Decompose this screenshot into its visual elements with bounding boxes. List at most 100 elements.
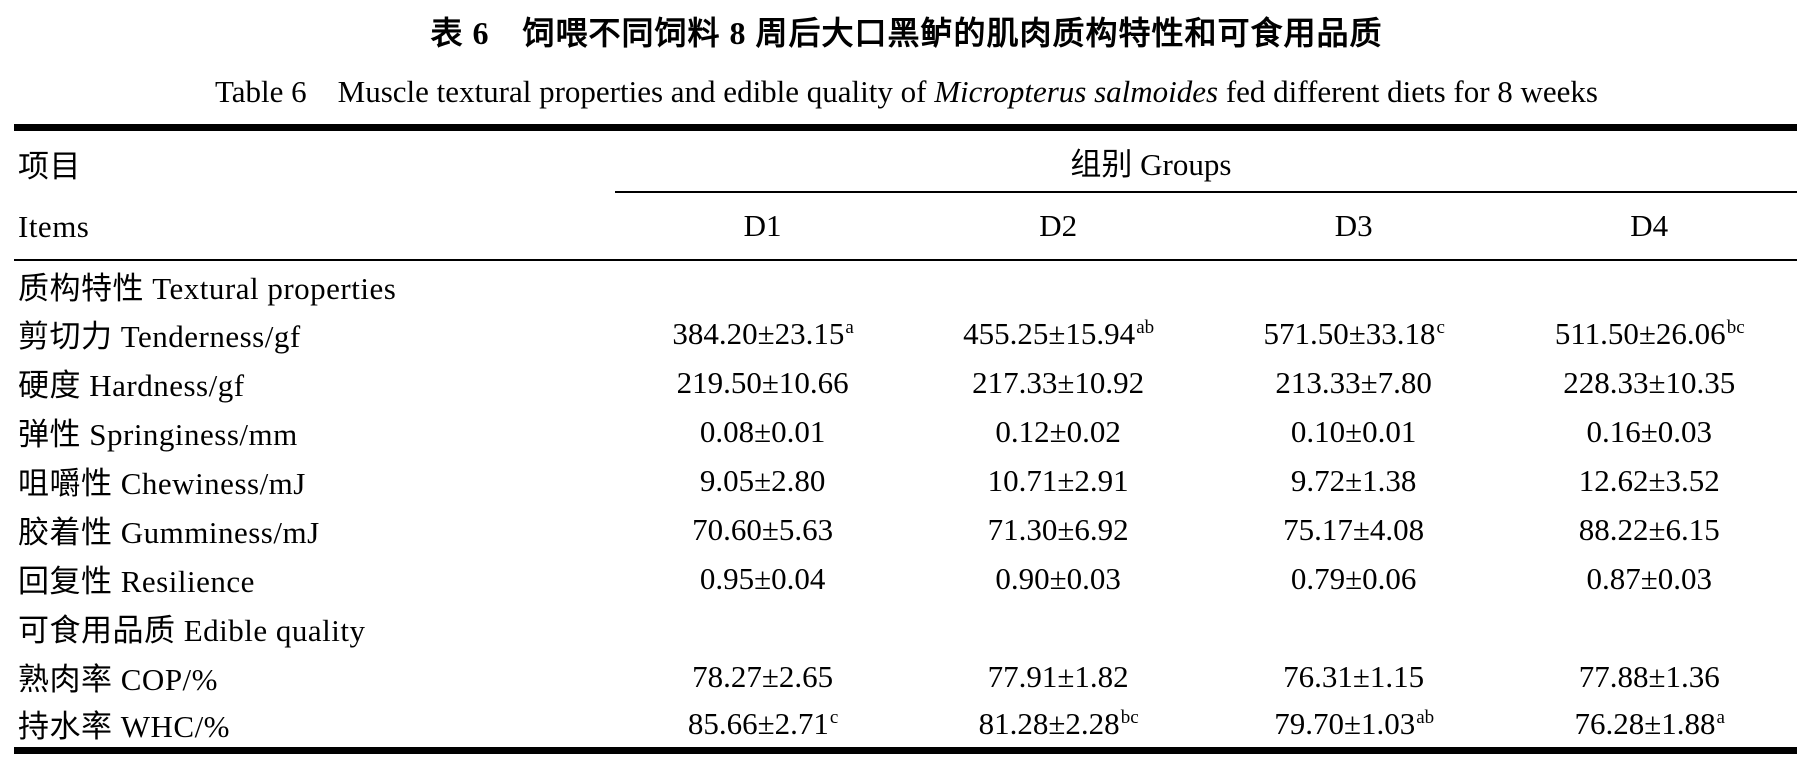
table-row-resilience: 回复性 Resilience 0.95±0.04 0.90±0.03 0.79±…: [14, 554, 1797, 603]
column-header-d1: D1: [614, 192, 911, 261]
value-cell: 217.33±10.92: [910, 358, 1206, 407]
empty-cell: [615, 260, 911, 309]
column-header-d4: D4: [1501, 192, 1797, 261]
value-cell: 79.70±1.03ab: [1206, 701, 1502, 750]
value-text: 88.22±6.15: [1578, 511, 1720, 547]
value-cell: 12.62±3.52: [1501, 456, 1797, 505]
value-text: 76.31±1.15: [1283, 658, 1425, 694]
table-body: 质构特性 Textural properties 剪切力 Tenderness/…: [14, 260, 1797, 750]
value-text: 217.33±10.92: [972, 364, 1145, 400]
table-row-hardness: 硬度 Hardness/gf 219.50±10.66 217.33±10.92…: [14, 358, 1797, 407]
row-label: 硬度 Hardness/gf: [18, 368, 245, 403]
value-cell: 0.95±0.04: [615, 554, 911, 603]
value-cell: 0.87±0.03: [1501, 554, 1797, 603]
row-label: 剪切力 Tenderness/gf: [18, 319, 301, 354]
header-row-diets: D1 D2 D3 D4: [14, 192, 1797, 261]
significance-superscript: c: [1436, 317, 1445, 339]
value-cell: 75.17±4.08: [1206, 505, 1502, 554]
value-text: 77.91±1.82: [987, 658, 1129, 694]
value-text: 81.28±2.28: [978, 705, 1120, 741]
empty-cell: [1206, 260, 1502, 309]
value-text: 0.12±0.02: [995, 413, 1121, 449]
value-text: 0.16±0.03: [1586, 413, 1712, 449]
value-text: 78.27±2.65: [692, 658, 834, 694]
empty-cell: [910, 603, 1206, 652]
value-cell: 85.66±2.71c: [615, 701, 911, 750]
row-label: 咀嚼性 Chewiness/mJ: [18, 466, 306, 501]
section-label: 可食用品质 Edible quality: [18, 613, 366, 648]
value-text: 0.79±0.06: [1290, 560, 1417, 596]
empty-cell: [910, 260, 1206, 309]
row-label: 持水率 WHC/%: [18, 709, 231, 745]
value-text: 0.08±0.01: [699, 413, 826, 449]
value-cell: 78.27±2.65: [615, 652, 911, 701]
column-header-d2: D2: [910, 192, 1206, 261]
table-row-springiness: 弹性 Springiness/mm 0.08±0.01 0.12±0.02 0.…: [14, 407, 1797, 456]
value-cell: 88.22±6.15: [1501, 505, 1797, 554]
significance-superscript: bc: [1726, 317, 1745, 339]
value-cell: 0.12±0.02: [910, 407, 1206, 456]
value-cell: 71.30±6.92: [910, 505, 1206, 554]
value-text: 9.72±1.38: [1290, 462, 1417, 498]
row-label: 熟肉率 COP/%: [18, 662, 218, 697]
value-cell: 219.50±10.66: [615, 358, 911, 407]
empty-cell: [1206, 603, 1502, 652]
value-cell: 0.90±0.03: [910, 554, 1206, 603]
title-english-suffix: fed different diets for 8 weeks: [1218, 74, 1598, 109]
empty-cell: [1501, 260, 1797, 309]
significance-superscript: ab: [1136, 317, 1155, 339]
value-text: 219.50±10.66: [676, 364, 849, 400]
value-text: 75.17±4.08: [1283, 511, 1425, 547]
significance-superscript: a: [1716, 707, 1725, 729]
value-text: 0.95±0.04: [699, 560, 826, 596]
title-english-prefix: Table 6 Muscle textural properties and e…: [215, 74, 935, 109]
table-row-tenderness: 剪切力 Tenderness/gf 384.20±23.15a 455.25±1…: [14, 309, 1797, 358]
value-text: 70.60±5.63: [692, 511, 834, 547]
value-cell: 228.33±10.35: [1501, 358, 1797, 407]
value-text: 85.66±2.71: [687, 705, 829, 741]
section-row-edible-quality: 可食用品质 Edible quality: [14, 603, 1797, 652]
column-header-d3: D3: [1205, 192, 1502, 261]
value-cell: 384.20±23.15a: [615, 309, 911, 358]
value-cell: 76.31±1.15: [1206, 652, 1502, 701]
value-cell: 511.50±26.06bc: [1501, 309, 1797, 358]
value-text: 9.05±2.80: [699, 462, 826, 498]
value-cell: 77.88±1.36: [1501, 652, 1797, 701]
value-cell: 9.05±2.80: [615, 456, 911, 505]
value-cell: 0.79±0.06: [1206, 554, 1502, 603]
section-row-textural-properties: 质构特性 Textural properties: [14, 260, 1797, 309]
value-text: 79.70±1.03: [1274, 705, 1416, 741]
value-cell: 0.16±0.03: [1501, 407, 1797, 456]
items-label-en: Items: [18, 209, 90, 244]
paper-table-figure: 表 6 饲喂不同饲料 8 周后大口黑鲈的肌肉质构特性和可食用品质 Table 6…: [0, 8, 1813, 754]
header-row-groups: 项目 Items 组别 Groups: [14, 127, 1797, 261]
row-label: 胶着性 Gumminess/mJ: [18, 515, 320, 550]
items-header-cell: 项目 Items: [14, 127, 615, 261]
significance-superscript: c: [829, 707, 839, 729]
value-cell: 76.28±1.88a: [1501, 701, 1797, 750]
significance-superscript: bc: [1120, 707, 1139, 729]
value-cell: 81.28±2.28bc: [910, 701, 1206, 750]
value-text: 0.87±0.03: [1586, 560, 1712, 596]
table-title-english: Table 6 Muscle textural properties and e…: [0, 66, 1813, 111]
value-text: 0.90±0.03: [995, 560, 1121, 596]
value-cell: 10.71±2.91: [910, 456, 1206, 505]
value-cell: 455.25±15.94ab: [910, 309, 1206, 358]
table-title-chinese: 表 6 饲喂不同饲料 8 周后大口黑鲈的肌肉质构特性和可食用品质: [430, 15, 1383, 51]
value-text: 571.50±33.18: [1263, 315, 1436, 351]
value-text: 384.20±23.15: [672, 315, 845, 351]
value-cell: 9.72±1.38: [1206, 456, 1502, 505]
section-label: 质构特性 Textural properties: [18, 270, 397, 306]
significance-superscript: a: [845, 317, 854, 339]
value-text: 10.71±2.91: [987, 462, 1129, 498]
value-text: 77.88±1.36: [1578, 658, 1720, 694]
value-cell: 70.60±5.63: [615, 505, 911, 554]
table-header: 项目 Items 组别 Groups D1 D2 D3 D4: [14, 127, 1797, 261]
row-label: 弹性 Springiness/mm: [18, 417, 298, 452]
value-text: 228.33±10.35: [1563, 364, 1736, 400]
significance-superscript: ab: [1416, 707, 1435, 729]
value-text: 76.28±1.88: [1574, 705, 1716, 741]
value-text: 0.10±0.01: [1290, 413, 1417, 449]
value-cell: 77.91±1.82: [910, 652, 1206, 701]
value-text: 455.25±15.94: [963, 315, 1136, 351]
